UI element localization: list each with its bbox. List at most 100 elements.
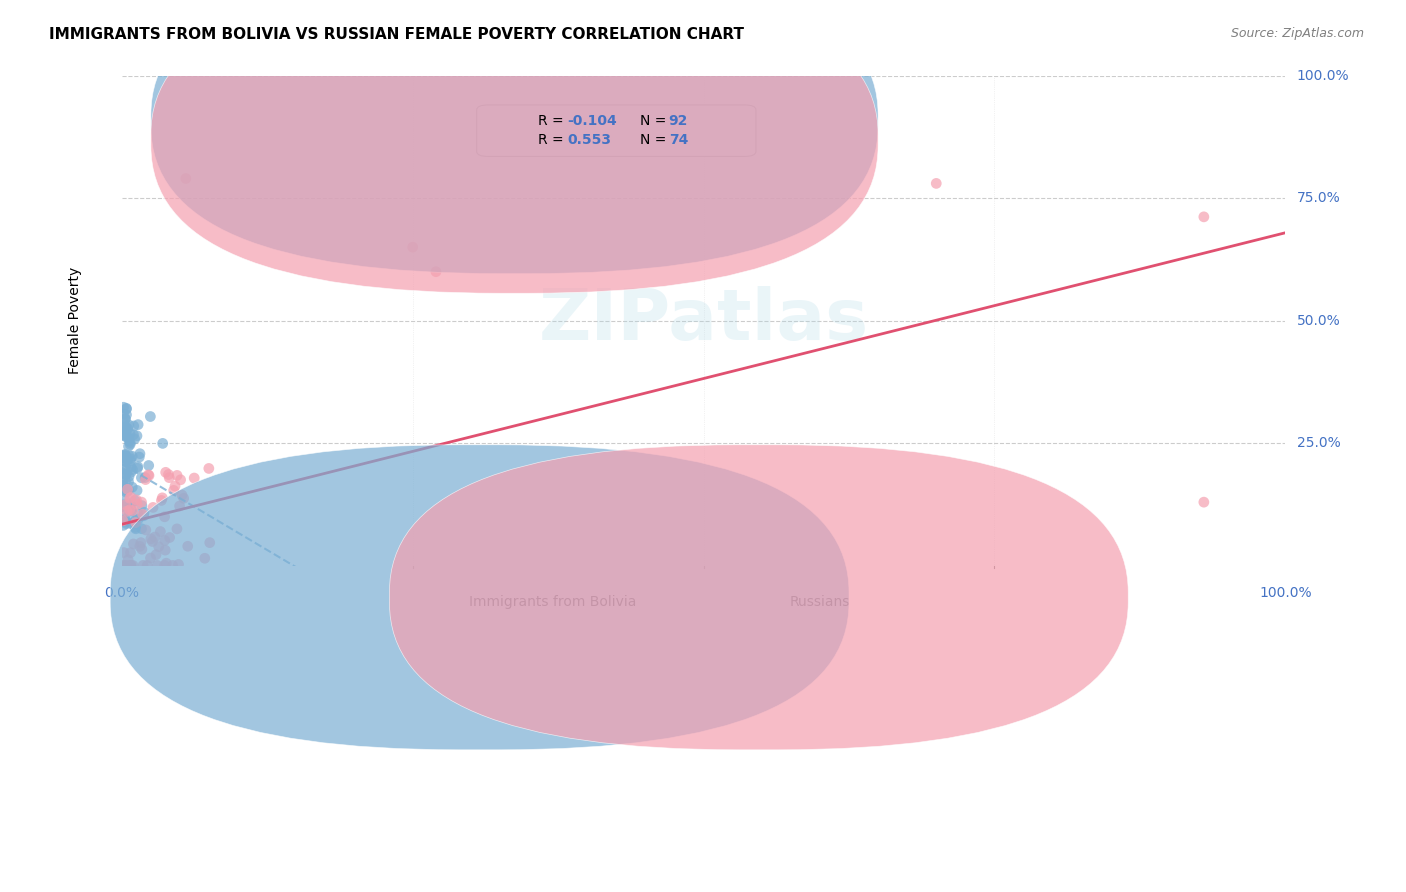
Point	[148, 540, 170, 554]
Text: 75.0%: 75.0%	[1296, 191, 1341, 205]
Point	[112, 448, 135, 462]
Point	[128, 540, 150, 554]
Point	[146, 558, 169, 573]
Point	[120, 465, 142, 479]
Point	[131, 471, 153, 485]
Point	[153, 509, 176, 524]
Point	[122, 558, 145, 573]
Point	[124, 520, 146, 534]
Point	[141, 534, 163, 549]
Point	[120, 499, 142, 513]
Point	[131, 508, 153, 522]
Point	[120, 491, 142, 505]
Point	[111, 475, 134, 490]
Point	[121, 503, 143, 517]
Point	[114, 458, 136, 473]
Point	[115, 484, 138, 499]
Point	[183, 471, 205, 485]
Point	[174, 171, 197, 186]
Point	[1192, 495, 1215, 509]
Point	[124, 432, 146, 446]
Point	[120, 502, 142, 516]
FancyBboxPatch shape	[150, 0, 879, 293]
Point	[111, 558, 134, 573]
Point	[153, 558, 176, 573]
Point	[131, 522, 153, 536]
Point	[169, 499, 191, 513]
Point	[112, 484, 135, 499]
Point	[114, 412, 136, 426]
Point	[402, 240, 425, 254]
Point	[159, 531, 181, 545]
Point	[120, 516, 142, 531]
Point	[138, 468, 160, 483]
Point	[114, 447, 136, 461]
Point	[124, 513, 146, 527]
Point	[115, 558, 138, 573]
Point	[124, 493, 146, 508]
FancyBboxPatch shape	[389, 445, 1128, 750]
Point	[131, 542, 153, 557]
Point	[114, 494, 136, 508]
Point	[112, 401, 135, 415]
Point	[114, 467, 136, 482]
Point	[157, 470, 180, 484]
Point	[118, 508, 141, 523]
Point	[125, 483, 148, 498]
Point	[115, 516, 138, 531]
Point	[127, 507, 149, 521]
Point	[111, 483, 134, 498]
Point	[117, 475, 139, 489]
Point	[112, 462, 135, 476]
Text: Immigrants from Bolivia: Immigrants from Bolivia	[468, 595, 636, 609]
Point	[132, 505, 155, 519]
Point	[131, 495, 153, 509]
Point	[124, 516, 146, 531]
Point	[194, 551, 217, 566]
Point	[127, 417, 149, 432]
Point	[139, 409, 162, 424]
Point	[132, 558, 155, 573]
FancyBboxPatch shape	[150, 0, 879, 274]
Point	[142, 500, 165, 515]
Point	[166, 468, 188, 483]
Point	[132, 508, 155, 523]
Point	[167, 558, 190, 572]
Point	[114, 449, 136, 463]
Point	[153, 533, 176, 548]
Point	[155, 556, 177, 570]
Point	[128, 450, 150, 464]
FancyBboxPatch shape	[477, 105, 756, 156]
Point	[111, 428, 134, 442]
Point	[120, 435, 142, 450]
Point	[121, 503, 143, 517]
Point	[125, 522, 148, 536]
Point	[115, 504, 138, 518]
Point	[115, 467, 138, 482]
Point	[117, 483, 139, 497]
Point	[120, 558, 142, 573]
Text: R =: R =	[538, 133, 568, 147]
Point	[124, 516, 146, 530]
Point	[111, 507, 134, 521]
Point	[122, 537, 145, 551]
Point	[115, 401, 138, 416]
Point	[135, 473, 157, 487]
Point	[118, 426, 141, 441]
Point	[145, 548, 167, 562]
Point	[111, 514, 134, 528]
Text: 74: 74	[669, 133, 688, 147]
Point	[163, 483, 186, 498]
Point	[115, 430, 138, 444]
Point	[118, 449, 141, 463]
Point	[112, 407, 135, 421]
Point	[115, 402, 138, 417]
Text: Source: ZipAtlas.com: Source: ZipAtlas.com	[1230, 27, 1364, 40]
Point	[121, 450, 143, 464]
Point	[111, 427, 134, 442]
Point	[127, 459, 149, 474]
Point	[122, 419, 145, 434]
Point	[114, 474, 136, 488]
Text: 0.0%: 0.0%	[104, 585, 139, 599]
Text: 25.0%: 25.0%	[1296, 436, 1341, 450]
